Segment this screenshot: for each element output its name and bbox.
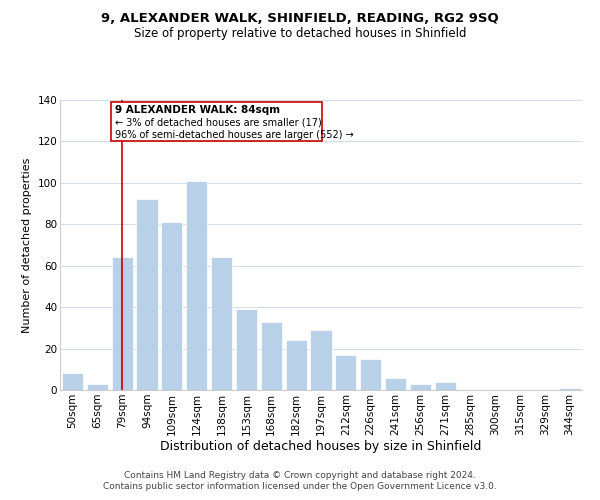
Bar	[559, 388, 580, 390]
Bar	[360, 359, 381, 390]
Text: 9, ALEXANDER WALK, SHINFIELD, READING, RG2 9SQ: 9, ALEXANDER WALK, SHINFIELD, READING, R…	[101, 12, 499, 26]
Bar	[236, 309, 257, 390]
Bar	[136, 200, 158, 390]
Bar	[435, 382, 456, 390]
Y-axis label: Number of detached properties: Number of detached properties	[22, 158, 32, 332]
Bar	[261, 322, 282, 390]
Bar	[335, 355, 356, 390]
Bar	[161, 222, 182, 390]
Bar	[211, 258, 232, 390]
Text: Contains HM Land Registry data © Crown copyright and database right 2024.: Contains HM Land Registry data © Crown c…	[124, 471, 476, 480]
Bar	[62, 374, 83, 390]
Bar	[385, 378, 406, 390]
Bar	[87, 384, 108, 390]
X-axis label: Distribution of detached houses by size in Shinfield: Distribution of detached houses by size …	[160, 440, 482, 454]
Bar	[310, 330, 332, 390]
Text: 96% of semi-detached houses are larger (552) →: 96% of semi-detached houses are larger (…	[115, 130, 353, 140]
Bar	[286, 340, 307, 390]
Bar	[112, 258, 133, 390]
FancyBboxPatch shape	[111, 102, 322, 142]
Text: Size of property relative to detached houses in Shinfield: Size of property relative to detached ho…	[134, 28, 466, 40]
Text: 9 ALEXANDER WALK: 84sqm: 9 ALEXANDER WALK: 84sqm	[115, 105, 280, 115]
Bar	[410, 384, 431, 390]
Text: ← 3% of detached houses are smaller (17): ← 3% of detached houses are smaller (17)	[115, 118, 322, 128]
Bar	[186, 181, 207, 390]
Text: Contains public sector information licensed under the Open Government Licence v3: Contains public sector information licen…	[103, 482, 497, 491]
